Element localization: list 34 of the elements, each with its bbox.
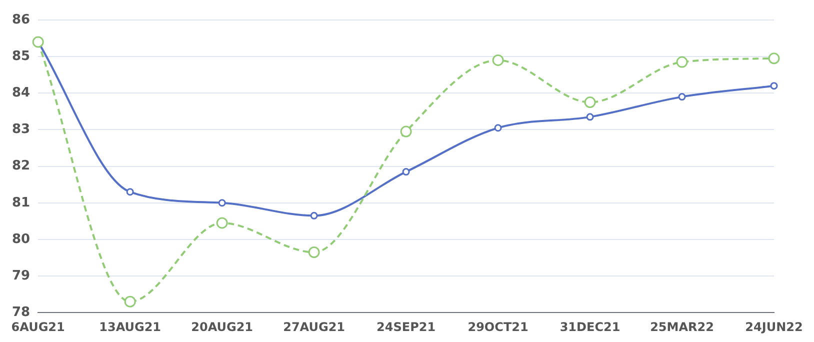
point [584,96,596,108]
x-tick-label: 31DEC21 [560,320,620,334]
point [308,246,320,258]
x-tick-label: 24JUN22 [745,320,803,334]
x-tick-label: 13AUG21 [99,320,162,334]
y-tick-label: 78 [12,304,30,320]
x-tick-label: 27AUG21 [283,320,346,334]
point [678,93,686,101]
point [126,188,134,196]
y-tick-label: 81 [12,195,30,210]
point [402,168,410,176]
point [216,217,228,229]
y-tick-label: 86 [12,12,30,28]
x-tick-label: 29OCT21 [468,320,528,334]
point [768,52,780,64]
x-tick-label: 20AUG21 [191,320,254,334]
x-tick-label: 6AUG21 [11,320,65,334]
y-tick-label: 80 [12,232,30,247]
point [400,126,412,138]
point [586,113,594,121]
x-tick-label: 24SEP21 [376,320,436,334]
y-tick-label: 82 [12,158,30,174]
y-tick-label: 83 [12,122,30,138]
point [770,82,778,90]
x-tick-label: 25MAR22 [650,320,714,334]
point [124,296,136,308]
point [218,199,226,207]
y-tick-label: 84 [12,86,30,101]
point [494,124,502,132]
y-tick-label: 79 [12,268,30,284]
point [492,54,504,66]
y-tick-label: 85 [12,48,30,64]
point [676,56,688,68]
point [310,212,318,220]
